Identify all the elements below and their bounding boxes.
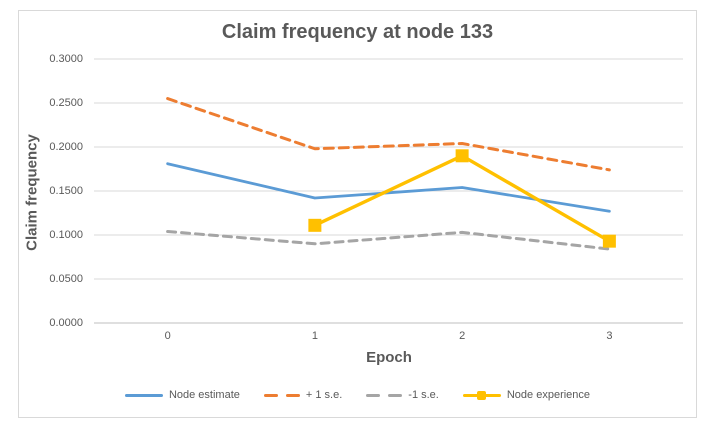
y-tick-label: 0.1000	[49, 229, 83, 241]
legend-item-node-estimate: Node estimate	[124, 389, 240, 401]
x-tick-label: 0	[164, 330, 171, 342]
series-marker-node-experience	[455, 149, 469, 163]
plot-area	[94, 58, 683, 324]
y-tick-label: 0.1500	[49, 185, 83, 197]
x-tick-label: 1	[311, 330, 318, 342]
x-axis-title: Epoch	[366, 349, 412, 366]
legend-label-1-s-e: + 1 s.e.	[305, 389, 343, 401]
y-tick-label: 0.0500	[49, 273, 83, 285]
legend-label-1-s-e: -1 s.e.	[408, 389, 439, 401]
x-tick-label: 2	[459, 330, 466, 342]
y-tick-label: 0.0000	[49, 317, 83, 329]
legend-label-node-estimate: Node estimate	[168, 389, 240, 401]
legend-item-node-experience: Node experience	[462, 389, 591, 401]
y-tick-label: 0.3000	[49, 53, 83, 65]
legend: Node estimate + 1 s.e. -1 s.e. Node experie…	[19, 389, 696, 401]
legend-label-node-experience: Node experience	[506, 389, 591, 401]
legend-swatch-1-s-e	[263, 393, 300, 397]
legend-item-1-s-e: -1 s.e.	[366, 389, 439, 401]
legend-swatch-node-experience	[462, 390, 501, 400]
chart-title: Claim frequency at node 133	[221, 21, 494, 43]
series-marker-node-experience	[308, 218, 322, 232]
x-tick-label: 3	[606, 330, 613, 342]
series-line-node-experience	[313, 154, 612, 243]
legend-swatch-node-estimate	[124, 393, 163, 397]
y-tick-label: 0.2000	[49, 141, 83, 153]
legend-swatch-1-s-e	[366, 393, 403, 397]
chart-container: Claim frequency at node 133 Claim freque…	[18, 10, 697, 418]
legend-item-1-s-e: + 1 s.e.	[263, 389, 343, 401]
y-tick-label: 0.2500	[49, 97, 83, 109]
legend-marker-square-icon	[476, 390, 486, 400]
series-line-1-s-e	[166, 97, 611, 172]
series-marker-node-experience	[602, 234, 616, 248]
series-line-1-s-e	[166, 229, 611, 251]
